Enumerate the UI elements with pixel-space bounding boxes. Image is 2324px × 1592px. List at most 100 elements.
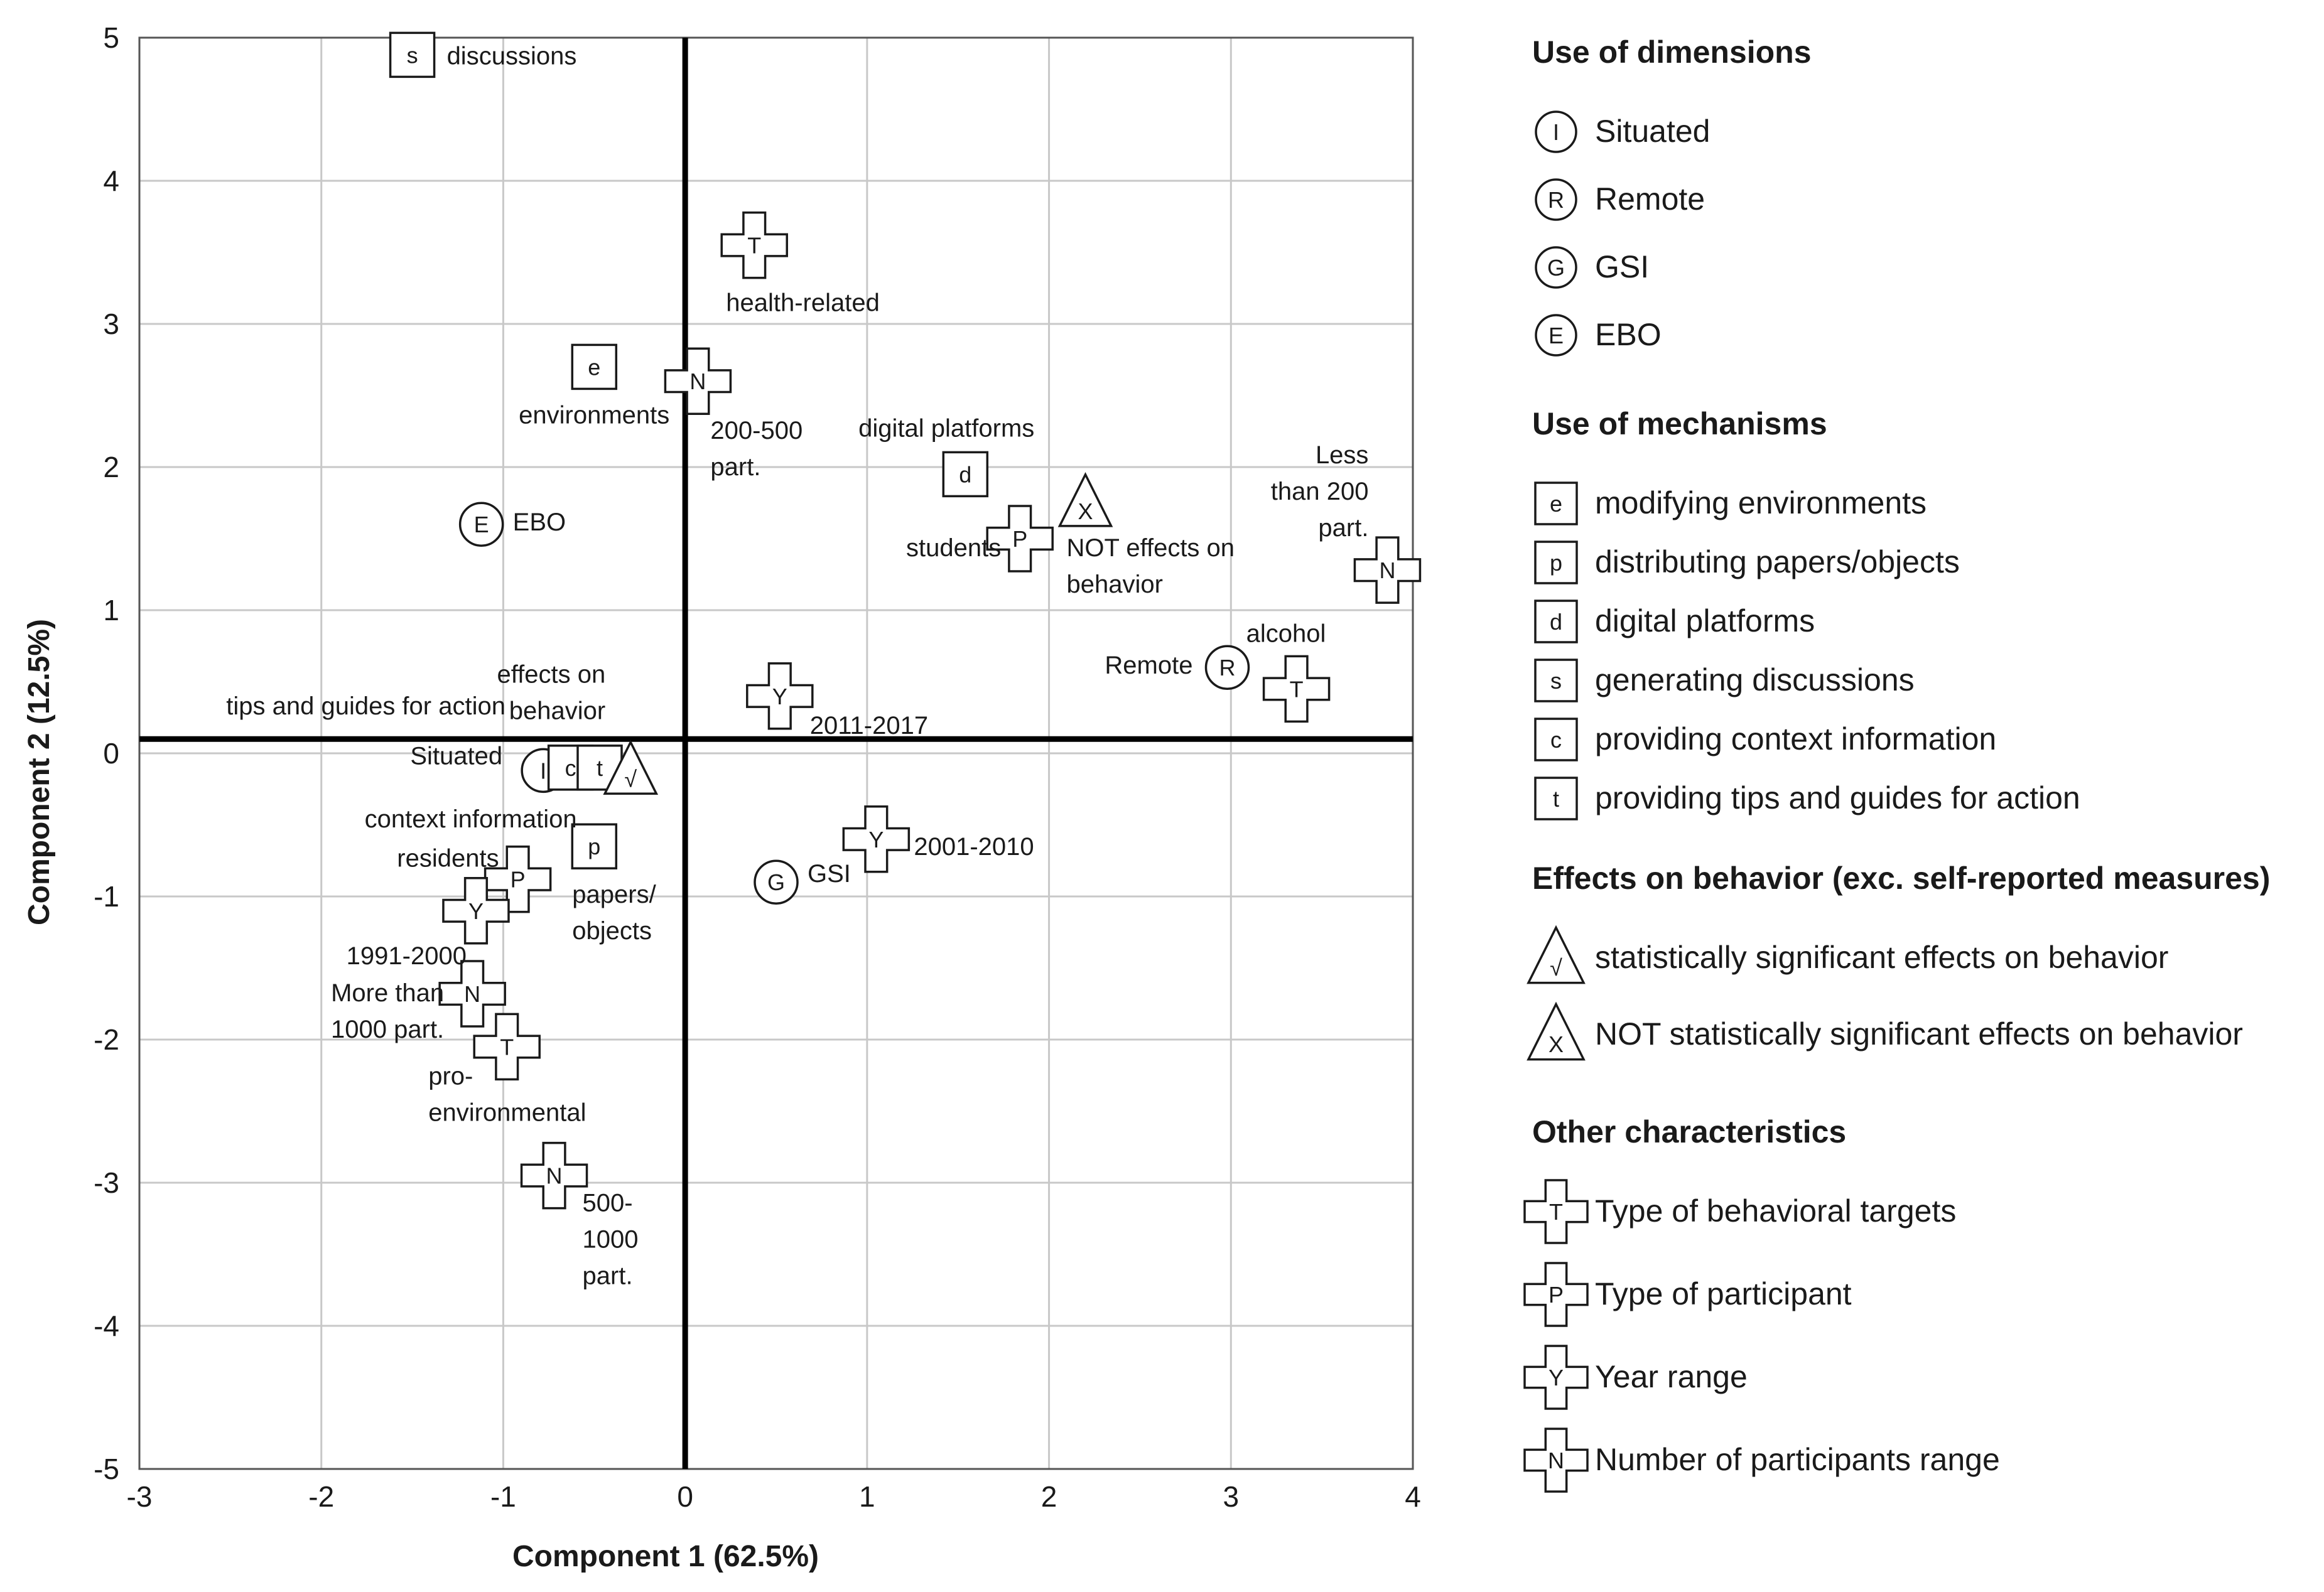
- point-n-200-500: N: [664, 347, 732, 415]
- y-tick-label: 5: [103, 21, 119, 54]
- square-marker: [571, 823, 618, 869]
- point-label: EBO: [513, 508, 566, 536]
- marker-letter: s: [1550, 668, 1562, 694]
- legend-section-title: Effects on behavior (exc. self-reported …: [1532, 861, 2270, 896]
- marker-letter: I: [1553, 119, 1559, 145]
- marker-letter: N: [689, 368, 706, 394]
- point-label: part.: [710, 453, 760, 481]
- point-label: alcohol: [1246, 620, 1326, 647]
- point-e-notsig: X: [1057, 471, 1113, 527]
- point-m-environments: e: [571, 343, 618, 390]
- point-label: 1000: [583, 1226, 639, 1254]
- cross-marker: [986, 505, 1054, 573]
- legend-item-label: generating discussions: [1595, 662, 1915, 697]
- point-label: Situated: [410, 742, 502, 770]
- circle-marker: [1535, 314, 1577, 357]
- point-label: tips and guides for action: [226, 692, 505, 720]
- marker-letter: X: [1548, 1031, 1564, 1057]
- x-axis-title: Component 1 (62.5%): [512, 1540, 819, 1573]
- cross-marker: [438, 960, 506, 1028]
- x-tick-label: 1: [859, 1480, 875, 1513]
- point-t-proenv: T: [473, 1013, 541, 1081]
- marker-letter: P: [511, 867, 526, 893]
- legend-item-label: providing context information: [1595, 721, 1996, 756]
- point-label: behavior: [1067, 571, 1163, 598]
- marker-letter: N: [546, 1163, 563, 1189]
- point-label: Remote: [1105, 652, 1192, 679]
- legend-item: T Type of behavioral targets: [1523, 1179, 1956, 1244]
- legend-section-title: Use of dimensions: [1532, 35, 1812, 70]
- point-t-health: T: [720, 211, 788, 279]
- marker-letter: t: [597, 755, 603, 781]
- y-tick-label: -3: [94, 1166, 119, 1199]
- marker-letter: s: [407, 42, 418, 68]
- legend-item: G GSI: [1535, 246, 1649, 289]
- marker-letter: N: [464, 981, 480, 1007]
- marker-letter: G: [767, 869, 785, 895]
- y-tick-label: 2: [103, 451, 119, 483]
- point-label: part.: [1318, 514, 1368, 542]
- marker-letter: I: [540, 758, 546, 783]
- marker-letter: T: [747, 233, 761, 259]
- cross-marker: [484, 845, 552, 913]
- legend-item-label: Remote: [1595, 181, 1705, 217]
- circle-marker: [1204, 645, 1250, 690]
- marker-letter: E: [474, 512, 489, 537]
- x-tick-label: -3: [127, 1480, 153, 1513]
- marker-letter: c: [565, 755, 576, 781]
- point-label: than 200: [1271, 478, 1369, 505]
- y-tick-label: 0: [103, 737, 119, 770]
- circle-marker: [1535, 110, 1577, 153]
- point-y-2011: Y: [746, 662, 814, 730]
- square-marker: [942, 451, 989, 498]
- marker-letter: G: [1547, 255, 1565, 281]
- x-tick-label: 3: [1223, 1480, 1239, 1513]
- point-label: NOT effects on: [1067, 534, 1235, 562]
- y-tick-label: -4: [94, 1310, 119, 1342]
- point-gsi: G: [754, 859, 799, 905]
- point-ebo: E: [458, 502, 504, 547]
- legend-item-label: Type of behavioral targets: [1595, 1193, 1956, 1229]
- cross-marker: [1523, 1262, 1589, 1327]
- point-y-2001: Y: [842, 805, 911, 873]
- legend-item-label: NOT statistically significant effects on…: [1595, 1016, 2243, 1051]
- square-marker: [1534, 659, 1578, 702]
- y-tick-label: 1: [103, 594, 119, 627]
- x-tick-label: 4: [1405, 1480, 1421, 1513]
- square-marker: [1534, 777, 1578, 820]
- square-marker: [1534, 481, 1578, 525]
- square-marker: [1534, 541, 1578, 584]
- marker-letter: p: [1550, 550, 1562, 576]
- point-label: digital platforms: [858, 414, 1034, 442]
- cross-marker: [442, 877, 510, 945]
- legend-item: E EBO: [1535, 314, 1662, 357]
- marker-letter: T: [1290, 676, 1304, 702]
- point-label: 2001-2010: [914, 833, 1034, 861]
- square-marker: [389, 31, 436, 78]
- point-label: effects on: [497, 660, 606, 688]
- point-label: 500-: [583, 1190, 633, 1217]
- triangle-marker: [1527, 1001, 1586, 1061]
- cross-marker: [1523, 1428, 1589, 1493]
- legend-item: Y Year range: [1523, 1345, 1748, 1410]
- point-t-alcohol: T: [1262, 655, 1331, 723]
- point-p-students: P: [986, 505, 1054, 573]
- square-marker: [576, 745, 623, 791]
- point-p-residents: P: [484, 845, 552, 913]
- point-label: 2011-2017: [810, 712, 928, 740]
- point-label: 1000 part.: [331, 1016, 444, 1043]
- point-n-more1000: N: [438, 960, 506, 1028]
- y-tick-label: -2: [94, 1023, 119, 1056]
- triangle-marker: [603, 740, 659, 795]
- point-y-1991: Y: [442, 877, 510, 945]
- cross-marker: [720, 211, 788, 279]
- cross-marker: [664, 347, 732, 415]
- legend-item-label: Situated: [1595, 114, 1710, 149]
- marker-letter: R: [1548, 187, 1564, 213]
- cross-marker: [1523, 1345, 1589, 1410]
- point-n-500-1000: N: [520, 1141, 588, 1210]
- y-tick-label: 3: [103, 308, 119, 340]
- marker-letter: t: [1553, 786, 1559, 812]
- legend-item-label: statistically significant effects on beh…: [1595, 940, 2168, 975]
- marker-letter: √: [624, 766, 637, 792]
